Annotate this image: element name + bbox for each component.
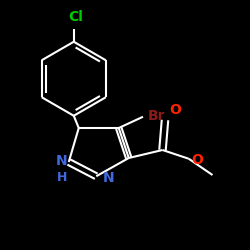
Text: O: O [169, 104, 180, 118]
Text: N: N [56, 154, 68, 168]
Text: O: O [191, 153, 203, 167]
Text: Cl: Cl [68, 10, 83, 24]
Text: H: H [57, 171, 68, 184]
Text: N: N [102, 170, 114, 184]
Text: Br: Br [148, 109, 165, 123]
